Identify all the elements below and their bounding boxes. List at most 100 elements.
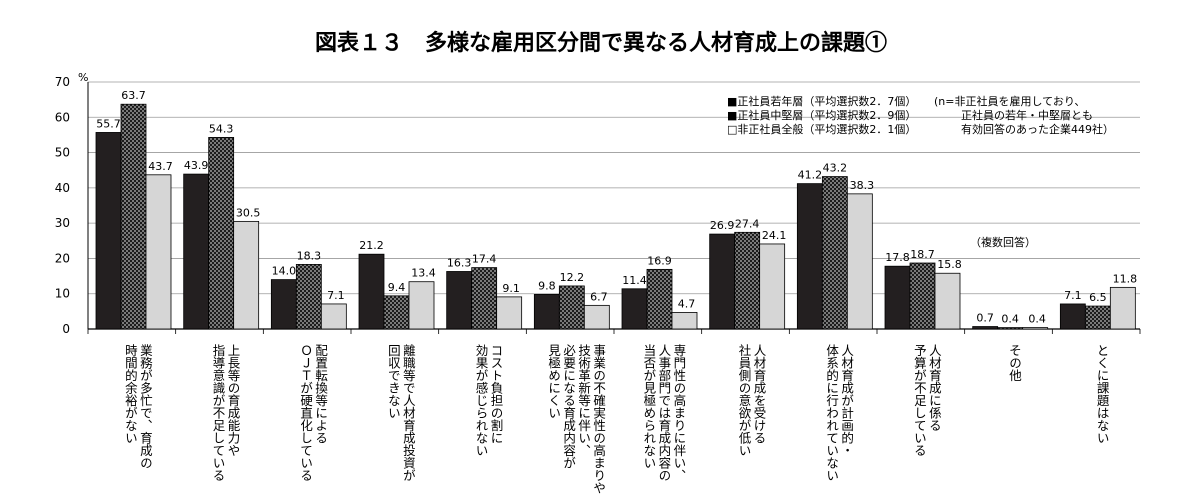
sample-note: (n=非正社員を雇用しており、 xyxy=(934,94,1085,108)
value-label: 13.4 xyxy=(411,267,436,280)
sample-note: 正社員の若年・中堅層とも xyxy=(961,108,1093,122)
bar xyxy=(934,272,961,330)
category-label-line: 人材育成に係る xyxy=(927,344,942,432)
bar xyxy=(320,303,347,330)
category-label-line: 離職等で人材育成投資が xyxy=(401,344,416,482)
value-label: 9.1 xyxy=(502,282,520,295)
value-label: 6.7 xyxy=(590,290,608,303)
chart-title: 図表１３ 多様な雇用区分間で異なる人材育成上の課題① xyxy=(315,30,887,56)
category-label-line: 指導意識が不足している xyxy=(211,343,226,482)
y-tick-label: 70 xyxy=(55,75,70,89)
bar xyxy=(183,173,210,330)
category-label-line: 業務が多忙で、育成の xyxy=(138,343,153,469)
category-label-line: ＯＪＴが硬直化している xyxy=(298,344,313,482)
y-tick-label: 10 xyxy=(55,287,70,301)
value-label: 9.8 xyxy=(538,279,556,292)
bar xyxy=(821,176,848,330)
value-label: 17.4 xyxy=(472,253,497,266)
bar xyxy=(909,262,936,330)
category-label-line: 当否が見極められない xyxy=(641,344,656,469)
value-label: 15.8 xyxy=(937,258,962,271)
bar xyxy=(446,271,473,330)
bar xyxy=(95,132,122,330)
category-label-line: 見極めにくい xyxy=(546,344,561,419)
legend: ■正社員若年層（平均選択数2．7個）■正社員中堅層（平均選択数2．9個）□非正社… xyxy=(727,94,916,136)
multiple-answer-note: （複数回答） xyxy=(970,235,1036,249)
value-label: 21.2 xyxy=(359,239,384,252)
value-label: 27.4 xyxy=(735,217,760,230)
bar xyxy=(997,327,1024,330)
bar xyxy=(1022,327,1049,330)
category-label-line: 時間的余裕がない xyxy=(123,344,138,444)
y-tick-label: 20 xyxy=(55,251,70,265)
sample-note: 有効回答のあった企業449社） xyxy=(961,122,1114,136)
value-label: 12.2 xyxy=(560,271,585,284)
bar xyxy=(646,268,673,330)
bar xyxy=(120,103,147,330)
value-label: 9.4 xyxy=(388,281,406,294)
value-label: 0.4 xyxy=(1028,313,1046,326)
value-label: 0.7 xyxy=(976,312,994,325)
bar xyxy=(734,231,761,330)
value-label: 55.7 xyxy=(96,117,121,130)
value-label: 41.2 xyxy=(798,169,823,182)
bar xyxy=(796,183,823,330)
value-label: 24.1 xyxy=(762,229,787,242)
value-labels: 55.7 63.7 43.7 43.9 54.3 30.5 14.018.3 7.1 21.2 9… xyxy=(96,89,1137,325)
y-tick-label: 40 xyxy=(55,181,70,195)
bar xyxy=(709,233,736,330)
value-label: 16.3 xyxy=(447,256,472,269)
category-label-line: 事業の不確実性の高まりや xyxy=(591,344,606,494)
y-tick-label: 50 xyxy=(55,146,70,160)
value-label: 0.4 xyxy=(1001,313,1019,326)
value-label: 43.2 xyxy=(823,162,848,175)
value-label: 26.9 xyxy=(710,219,735,232)
value-label: 11.4 xyxy=(622,274,647,287)
legend-item: ■正社員若年層（平均選択数2．7個） xyxy=(727,94,916,108)
value-label: 11.8 xyxy=(1113,272,1138,285)
annotations: (n=非正社員を雇用しており、正社員の若年・中堅層とも有効回答のあった企業449… xyxy=(934,94,1114,249)
y-tick-label: 30 xyxy=(55,216,70,230)
category-label-line: 回収できない xyxy=(386,344,401,419)
bar xyxy=(295,264,322,330)
value-label: 16.9 xyxy=(647,254,672,267)
bar xyxy=(233,220,260,330)
value-label: 43.7 xyxy=(148,160,173,173)
category-label: その他 xyxy=(1007,344,1022,382)
category-label-line: 社員側の意欲が低い xyxy=(737,343,752,457)
category-label-line: 体系的に行われていない xyxy=(824,344,839,482)
category-label-line: 人材育成を受ける xyxy=(752,344,767,444)
bar xyxy=(145,174,172,330)
bar xyxy=(1084,305,1111,330)
legend-item: ■正社員中堅層（平均選択数2．9個） xyxy=(727,108,916,122)
bar xyxy=(583,304,610,330)
bar xyxy=(759,243,786,330)
bar xyxy=(972,326,999,330)
category-label-line: 配置転換等による xyxy=(313,344,328,444)
category-label-line: 予算が不足している xyxy=(912,344,927,457)
value-label: 7.1 xyxy=(327,289,345,302)
bar xyxy=(383,295,410,330)
category-label-line: 専門性の高まりに伴い、 xyxy=(671,344,686,482)
category-label-line: 人事部門では育成内容の xyxy=(656,344,671,482)
value-label: 54.3 xyxy=(209,122,234,135)
value-label: 30.5 xyxy=(236,206,261,219)
category-label-line: 上長等の育成能力や xyxy=(226,344,241,457)
value-label: 4.7 xyxy=(678,297,696,310)
value-label: 18.7 xyxy=(910,248,935,261)
bar xyxy=(408,281,435,330)
bar xyxy=(358,253,385,330)
category-label-line: 技術革新等に伴い、 xyxy=(576,344,591,457)
legend-item: □非正社員全般（平均選択数2．1個） xyxy=(727,122,916,136)
y-axis: 0 10 20 30 40 50 60 70% xyxy=(55,71,89,336)
bar xyxy=(471,267,498,330)
bars xyxy=(95,103,1136,330)
value-label: 18.3 xyxy=(297,249,322,262)
